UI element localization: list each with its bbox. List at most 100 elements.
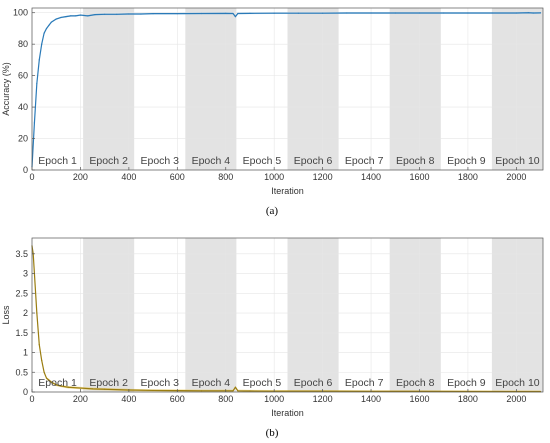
series-1-point — [418, 12, 421, 14]
caption-a: (a) — [266, 205, 279, 217]
series-1-point — [48, 379, 50, 381]
epoch-label-8: Epoch 8 — [396, 155, 435, 167]
series-1-point — [234, 386, 237, 388]
x-tick-label: 1200 — [313, 394, 333, 404]
epoch-band-10 — [491, 8, 543, 170]
series-1-point — [94, 14, 96, 16]
series-1-point — [87, 15, 89, 17]
series-1-point — [532, 12, 534, 14]
y-tick-label: 2.5 — [15, 288, 28, 298]
series-1-point — [91, 388, 94, 390]
series-1-point — [140, 13, 142, 15]
x-axis-label: Iteration — [271, 186, 304, 196]
series-1-point — [60, 16, 62, 19]
x-tick-label: 200 — [73, 394, 88, 404]
y-tick-label: 80 — [18, 39, 28, 49]
x-tick-label: 1400 — [361, 394, 381, 404]
series-1-point — [50, 381, 52, 383]
x-tick-label: 800 — [218, 394, 233, 404]
x-tick-label: 0 — [29, 172, 34, 182]
epoch-band-4 — [185, 8, 237, 170]
series-1-point — [38, 344, 40, 346]
series-1-point — [152, 389, 154, 392]
y-tick-label: 1.5 — [15, 328, 28, 338]
x-tick-label: 200 — [73, 172, 88, 182]
epoch-band-4 — [185, 238, 237, 392]
series-1-point — [60, 385, 62, 387]
epoch-band-10 — [491, 238, 543, 392]
y-axis-label: Accuracy (%) — [1, 62, 11, 116]
series-1-point — [297, 12, 299, 14]
series-1-point — [36, 312, 38, 314]
epoch-band-6 — [287, 238, 339, 392]
series-1-point — [539, 12, 542, 14]
y-tick-label: 2 — [23, 308, 28, 318]
y-tick-label: 0 — [23, 165, 28, 175]
epoch-band-8 — [389, 238, 441, 392]
y-tick-label: 100 — [13, 8, 28, 18]
epoch-label-10: Epoch 10 — [495, 155, 540, 167]
epoch-label-9: Epoch 9 — [447, 155, 486, 167]
y-tick-label: 40 — [18, 102, 28, 112]
x-tick-label: 800 — [218, 172, 233, 182]
epoch-label-5: Epoch 5 — [243, 377, 282, 389]
series-1-point — [467, 12, 469, 14]
series-1-point — [225, 12, 227, 14]
epoch-band-8 — [389, 8, 441, 170]
series-1-point — [152, 13, 154, 15]
series-1-point — [55, 384, 57, 386]
series-1-point — [41, 359, 43, 362]
caption-b: (b) — [266, 427, 279, 439]
series-1-point — [33, 122, 36, 124]
x-tick-label: 1600 — [409, 172, 429, 182]
series-1-point — [322, 12, 324, 14]
series-1-point — [234, 16, 237, 18]
x-tick-label: 0 — [29, 394, 34, 404]
loss-chart: Epoch 1 Epoch 2 Epoch 3 Epoch 4 Epoch 5 Epoch… — [1, 237, 544, 418]
y-tick-label: 20 — [18, 134, 28, 144]
x-tick-label: 600 — [170, 172, 185, 182]
y-tick-label: 0.5 — [15, 367, 28, 377]
series-1-point — [67, 386, 69, 388]
epoch-label-4: Epoch 4 — [192, 155, 231, 167]
axes-frame — [31, 7, 544, 171]
y-tick-label: 3.5 — [15, 249, 28, 259]
series-1-line — [31, 245, 541, 393]
epoch-band-2 — [83, 238, 135, 392]
series-1-point — [491, 12, 493, 14]
x-tick-label: 1000 — [264, 394, 284, 404]
series-1-point — [50, 21, 52, 23]
series-1-point — [176, 13, 178, 15]
epoch-label-6: Epoch 6 — [294, 377, 333, 389]
series-1-point — [237, 12, 239, 15]
series-1-point — [237, 390, 239, 392]
series-1-point — [527, 12, 530, 14]
x-tick-label: 1800 — [458, 394, 478, 404]
x-tick-label: 2000 — [506, 394, 526, 404]
series-1-point — [55, 18, 57, 20]
x-tick-label: 1600 — [409, 394, 429, 404]
y-tick-label: 60 — [18, 71, 28, 81]
series-1-point — [249, 12, 251, 14]
series-1-point — [346, 12, 348, 14]
series-1-point — [273, 12, 275, 14]
epoch-band-2 — [83, 8, 135, 170]
x-axis-label: Iteration — [271, 408, 304, 418]
epoch-label-1: Epoch 1 — [38, 377, 77, 389]
epoch-label-5: Epoch 5 — [243, 155, 282, 167]
x-tick-label: 1400 — [361, 172, 381, 182]
x-tick-label: 400 — [121, 394, 136, 404]
series-1-point — [515, 12, 517, 14]
series-1-point — [128, 13, 130, 15]
series-1-point — [70, 15, 72, 17]
epoch-label-8: Epoch 8 — [396, 377, 435, 389]
y-tick-label: 1 — [23, 348, 28, 358]
x-tick-label: 1800 — [458, 172, 478, 182]
series-1-point — [65, 16, 67, 18]
epoch-band-6 — [287, 8, 339, 170]
y-tick-label: 0 — [23, 387, 28, 397]
series-1-point — [394, 12, 396, 14]
y-axis-label: Loss — [1, 305, 11, 325]
x-tick-label: 400 — [121, 172, 136, 182]
